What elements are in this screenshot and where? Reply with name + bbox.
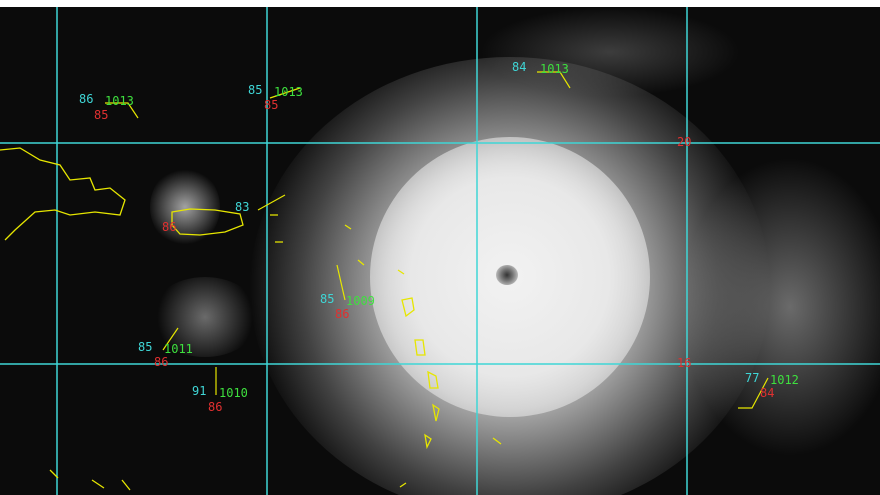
station-pressure: 1013	[540, 62, 569, 76]
station-temp: 83	[235, 200, 250, 214]
station-dewpoint: 86	[335, 307, 350, 321]
grid-label-lat: 20	[677, 135, 692, 149]
wind-barb	[105, 102, 139, 119]
grid-label-lat: 16	[677, 356, 692, 370]
station-pressure: 1012	[770, 373, 799, 387]
station-dewpoint: 86	[154, 355, 169, 369]
wind-barb	[738, 377, 769, 409]
station-temp: 85	[320, 292, 335, 306]
station-pressure: 1010	[219, 386, 248, 400]
wind-barb	[257, 194, 286, 211]
station-dewpoint: 84	[760, 386, 775, 400]
station-pressure: 1009	[346, 294, 375, 308]
station-dewpoint: 86	[208, 400, 223, 414]
wind-barb	[336, 264, 346, 301]
station-temp: 77	[745, 371, 760, 385]
cloud-cluster	[480, 7, 740, 97]
lat-lon-grid	[0, 7, 880, 495]
satellite-image	[0, 7, 880, 495]
coastline-puerto-rico	[171, 208, 244, 236]
station-dewpoint: 85	[94, 108, 109, 122]
wind-barb	[162, 327, 179, 351]
station-temp: 85	[248, 83, 263, 97]
station-pressure: 1011	[164, 342, 193, 356]
station-pressure: 1013	[105, 94, 134, 108]
coastline-hispaniola	[0, 147, 126, 241]
station-dewpoint: 86	[162, 220, 177, 234]
cloud-band	[680, 157, 880, 457]
cloud-cluster	[150, 277, 260, 357]
station-temp: 86	[79, 92, 94, 106]
coastlines	[0, 147, 502, 491]
station-temp: 85	[138, 340, 153, 354]
coastline-islands	[49, 214, 502, 491]
station-temp: 84	[512, 60, 527, 74]
wind-barb	[537, 71, 571, 89]
wind-barbs	[105, 71, 769, 409]
wind-barb	[269, 87, 301, 99]
station-temp: 91	[192, 384, 207, 398]
station-pressure: 1013	[274, 85, 303, 99]
hurricane-eye	[496, 265, 518, 285]
station-dewpoint: 85	[264, 98, 279, 112]
